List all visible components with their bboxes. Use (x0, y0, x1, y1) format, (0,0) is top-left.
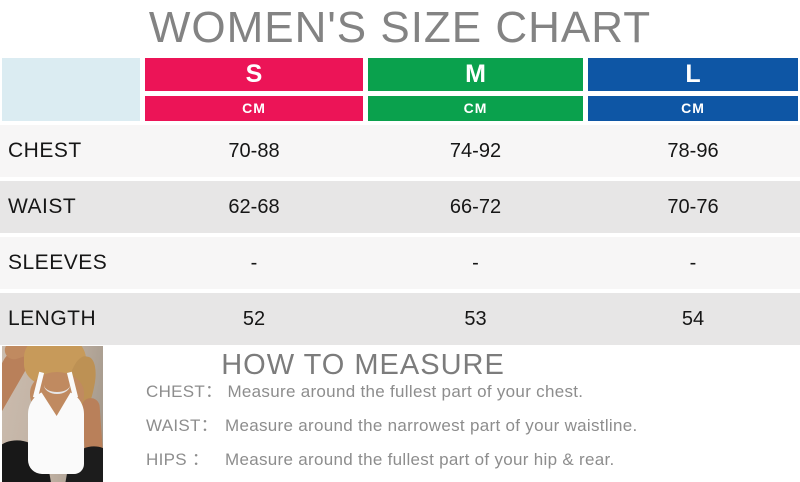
cell-value: - (689, 252, 697, 274)
measure-label: CHEST： (146, 382, 223, 401)
table-row-waist: WAIST 62-68 66-72 70-76 (0, 181, 800, 233)
cell-value: 70-76 (667, 196, 719, 218)
how-to-measure-heading: HOW TO MEASURE (221, 349, 505, 381)
measure-label: WAIST： (146, 416, 218, 435)
measure-text: Measure around the fullest part of your … (225, 450, 615, 469)
measure-item-waist: WAIST： Measure around the narrowest part… (146, 415, 638, 437)
cell-value: - (472, 252, 479, 274)
unit-header-m: CM (368, 96, 583, 121)
cell-value: 52 (242, 308, 266, 330)
model-photo (2, 346, 103, 482)
unit-header-s: CM (145, 96, 363, 121)
cell-value: 62-68 (228, 196, 280, 218)
cell-value: 78-96 (667, 140, 719, 162)
table-row-sleeves: SLEEVES - - - (0, 237, 800, 289)
measure-text: Measure around the fullest part of your … (227, 382, 584, 401)
cell-value: 53 (464, 308, 487, 330)
size-header-s: S (145, 58, 363, 91)
unit-header-l: CM (588, 96, 798, 121)
measure-text: Measure around the narrowest part of you… (225, 416, 638, 435)
photo-necklace-shape (44, 376, 70, 394)
cell-value: 66-72 (449, 196, 502, 218)
size-header-m: M (368, 58, 583, 91)
page-title: WOMEN'S SIZE CHART (148, 3, 652, 52)
measure-item-hips: HIPS ： Measure around the fullest part o… (146, 449, 615, 471)
cell-value: - (250, 252, 258, 274)
table-row-length: LENGTH 52 53 54 (0, 293, 800, 345)
row-label: SLEEVES (8, 251, 108, 274)
table-corner-cell (2, 58, 140, 121)
cell-value: 54 (681, 308, 705, 330)
row-label: WAIST (8, 195, 77, 218)
measure-item-chest: CHEST： Measure around the fullest part o… (146, 381, 583, 403)
table-row-chest: CHEST 70-88 74-92 78-96 (0, 125, 800, 177)
cell-value: 70-88 (228, 140, 280, 162)
size-header-l: L (588, 58, 798, 91)
measure-label: HIPS ： (146, 450, 210, 469)
row-label: LENGTH (8, 307, 97, 330)
row-label: CHEST (8, 139, 82, 162)
cell-value: 74-92 (449, 140, 502, 162)
